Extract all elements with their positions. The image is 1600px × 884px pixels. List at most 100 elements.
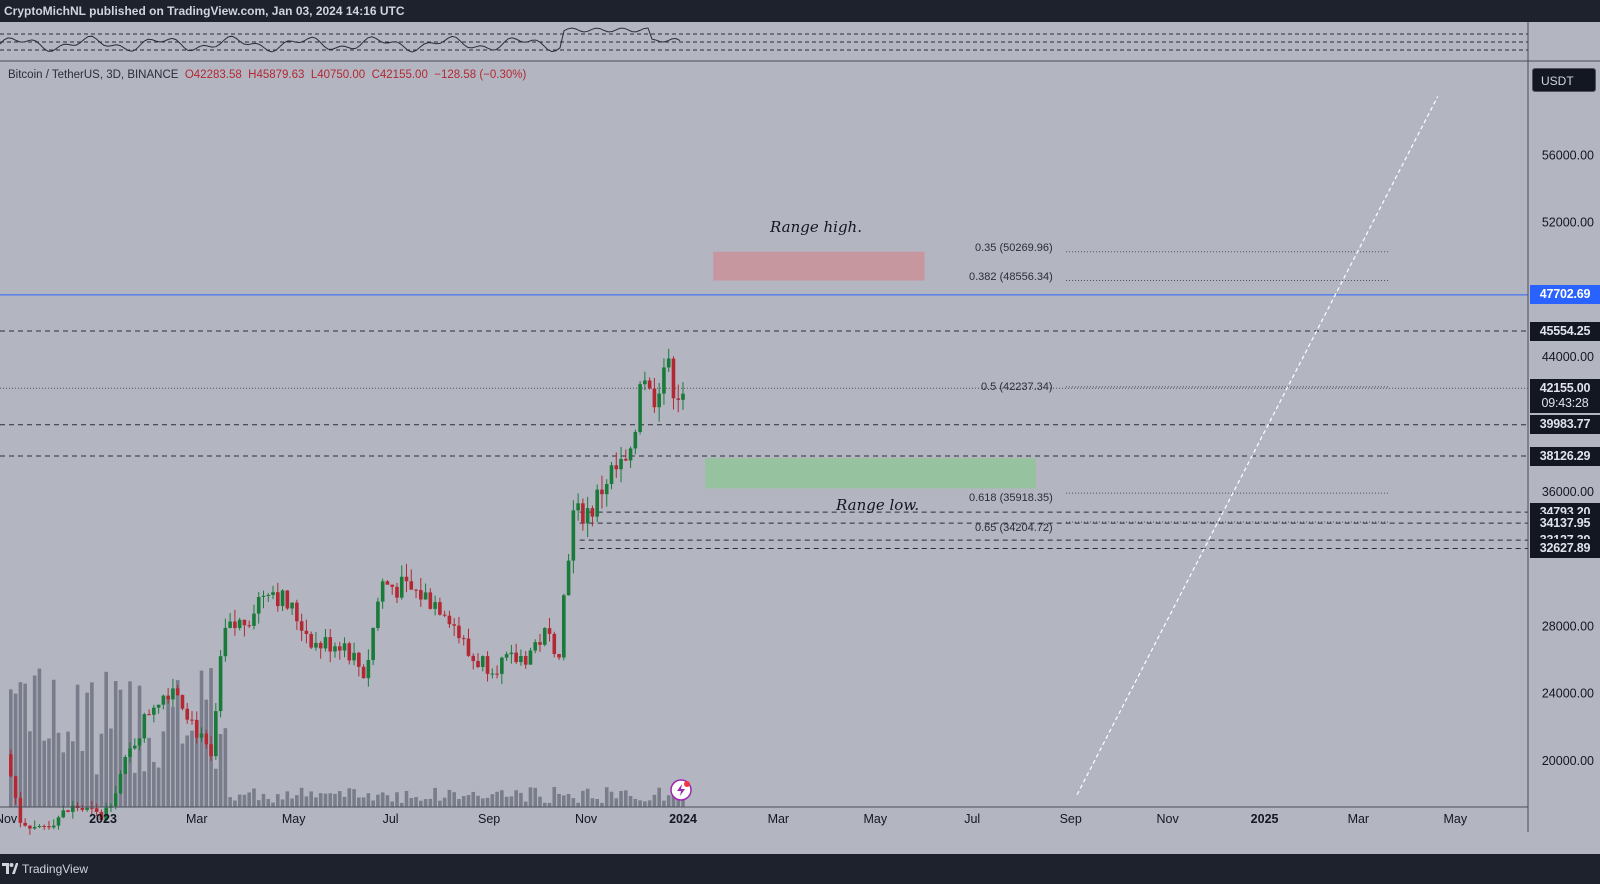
volume-bar (666, 795, 671, 807)
candle-body (204, 733, 209, 745)
publisher-text: CryptoMichNL published on TradingView.co… (4, 4, 405, 18)
candle-body (419, 590, 423, 600)
volume-bar (318, 793, 323, 807)
volume-bar (28, 731, 32, 807)
volume-bar (123, 760, 128, 807)
volume-bar (337, 791, 342, 807)
currency-button[interactable]: USDT (1532, 68, 1596, 92)
candle-body (585, 508, 590, 524)
time-axis-label: 2023 (89, 812, 117, 826)
candle-body (242, 619, 247, 626)
price-axis-label: 44000.00 (1542, 350, 1594, 364)
candle-body (371, 627, 375, 661)
time-axis-label: Mar (186, 812, 208, 826)
horizontal-levels (0, 294, 1528, 550)
volume-bar (56, 732, 61, 807)
candle-body (337, 646, 342, 651)
volume-bar (156, 767, 161, 807)
volume-bar (223, 728, 228, 807)
candle-body (51, 825, 56, 828)
price-tag[interactable]: 38126.29 (1530, 446, 1600, 466)
volume-bar (352, 789, 356, 807)
price-tag[interactable]: 42155.00 (1530, 378, 1600, 398)
volume-bar (614, 798, 619, 807)
price-tag[interactable]: 45554.25 (1530, 321, 1600, 341)
price-axis[interactable]: 20000.00 24000.00 28000.00 36000.00 44000.00… (1542, 148, 1594, 768)
candle-body (23, 822, 27, 826)
candle-body (261, 595, 266, 598)
range-low-label: Range low. (836, 496, 920, 514)
volume-bar (9, 689, 13, 807)
time-axis-label: May (1443, 812, 1467, 826)
price-chart[interactable]: 20000.00 24000.00 28000.00 36000.00 44000.00… (0, 22, 1600, 854)
volume-bar (523, 801, 528, 807)
candle-body (576, 503, 580, 511)
fib-label: 0.35 (50269.96) (975, 242, 1053, 254)
volume-bar (109, 728, 113, 807)
volume-bar (304, 796, 309, 807)
volume-bar (604, 787, 609, 807)
candle-body (542, 628, 547, 645)
symbol-name[interactable]: Bitcoin / TetherUS, 3D, BINANCE (8, 69, 179, 81)
candle-body (357, 652, 361, 667)
replay-icon[interactable] (670, 779, 692, 801)
candle-body (280, 590, 285, 607)
candle-body (438, 602, 442, 615)
volume-bar (357, 797, 361, 807)
volume-bar (275, 794, 280, 807)
volume-bar (166, 695, 170, 807)
candle-body (509, 652, 514, 655)
candle-body (271, 592, 275, 595)
dashed-trendline (1076, 96, 1439, 795)
candle-body (523, 655, 528, 665)
volume-bar (471, 791, 476, 807)
volume-bar (228, 797, 232, 807)
volume-bar (328, 793, 333, 807)
price-axis-label: 56000.00 (1542, 148, 1594, 162)
candle-body (66, 810, 70, 812)
price-tag[interactable]: 34137.95 (1530, 513, 1600, 533)
volume-bar (309, 791, 313, 807)
candle-body (175, 688, 180, 696)
candle-body (581, 503, 585, 524)
price-axis-label: 52000.00 (1542, 216, 1594, 230)
time-axis-label: 2025 (1251, 812, 1279, 826)
time-axis-label: May (282, 812, 306, 826)
volume-bar (80, 750, 85, 807)
volume-bar (542, 802, 547, 807)
candle-body (633, 431, 638, 449)
time-axis[interactable]: Nov 2023 Mar May Jul Sep Nov 2024 Mar May Jul Sep No… (0, 812, 1468, 826)
candle-body (328, 637, 333, 652)
candle-body (638, 384, 642, 432)
candle-body (471, 655, 476, 661)
candle-body (604, 484, 609, 495)
price-tag[interactable]: 39983.77 (1530, 415, 1600, 435)
volume-bar (500, 790, 504, 807)
candle-body (361, 666, 366, 679)
volume-bar (519, 792, 523, 807)
candle-body (199, 733, 204, 738)
candle-body (643, 380, 647, 385)
volume-bar (71, 741, 75, 807)
trendline[interactable] (1076, 96, 1439, 795)
candle-body (18, 797, 23, 823)
candle-body (485, 656, 490, 674)
time-axis-label: Sep (478, 812, 500, 826)
volume-bar (504, 796, 509, 807)
tradingview-logo-icon (2, 863, 18, 874)
candle-body (676, 398, 681, 400)
candle-body (233, 621, 237, 629)
fib-levels (1066, 251, 1390, 523)
price-tag[interactable]: 32627.89 (1530, 539, 1600, 559)
volume-bar (75, 684, 80, 807)
price-tag[interactable]: 47702.69 (1530, 285, 1600, 305)
brand-label[interactable]: TradingView (22, 862, 89, 876)
candle-body (299, 621, 304, 631)
time-axis-label: Mar (768, 812, 790, 826)
candle-body (180, 695, 185, 709)
candle-body (304, 630, 309, 634)
candle-body (428, 592, 433, 609)
candle-body (652, 388, 657, 408)
candle-body (42, 825, 47, 827)
volume-bar (623, 790, 628, 807)
